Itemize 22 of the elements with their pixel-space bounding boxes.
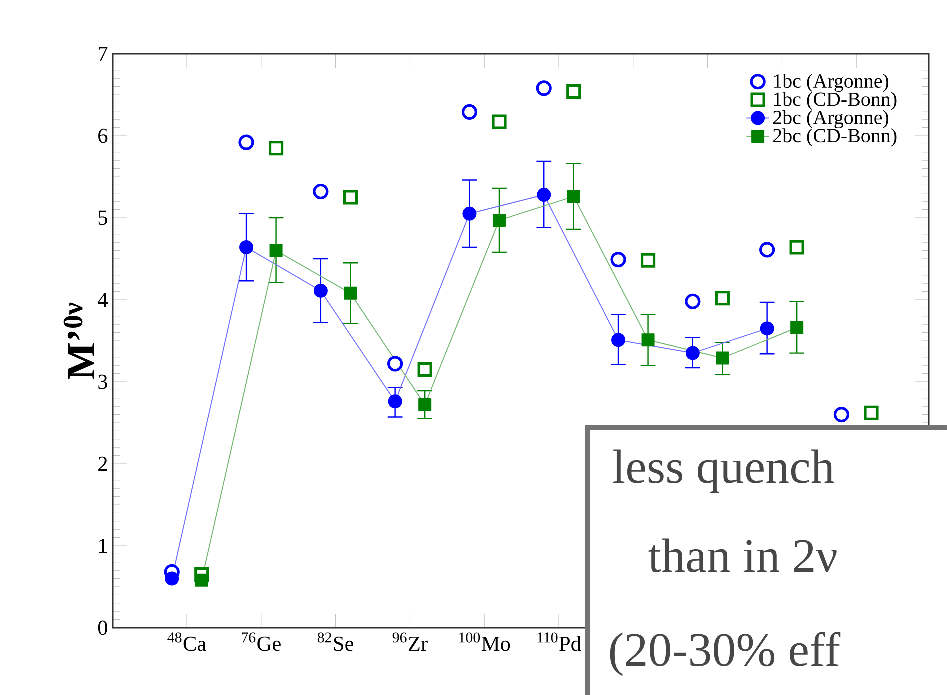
y-tick-label: 2 xyxy=(98,456,108,472)
legend-label: 1bc (Argonne) xyxy=(774,74,889,92)
y-tick-label: 4 xyxy=(98,292,108,308)
text: (20-30% eff xyxy=(610,632,841,676)
y-tick-label: 6 xyxy=(98,128,108,144)
x-tick-label: $^{76}$Ge xyxy=(242,632,281,652)
y-axis-title: M’$^{0ν}$ xyxy=(64,302,94,380)
x-tick-label: $^{82}$Se xyxy=(318,632,354,652)
legend-label: 1bc (CD-Bonn) xyxy=(774,92,897,110)
y-tick-label: 3 xyxy=(98,374,108,390)
annotation: less quench xyxy=(613,450,834,494)
annotation: than in 2ν xyxy=(648,538,837,572)
x-tick-label: $^{100}$Mo xyxy=(460,632,510,652)
x-tick-label: $^{110}$Pd xyxy=(538,632,582,652)
x-tick-label: $^{48}$Ca xyxy=(168,632,206,652)
y-tick-label: 1 xyxy=(100,538,108,554)
y-tick-label: 0 xyxy=(98,620,108,636)
x-tick-label: $^{96}$Zr xyxy=(392,632,428,651)
y-tick-label: 5 xyxy=(98,210,108,226)
legend-label: 2bc (Argonne) xyxy=(773,110,889,129)
legend-label: 2bc (CD-Bonn) xyxy=(773,128,897,147)
y-tick-label: 7 xyxy=(99,47,108,61)
